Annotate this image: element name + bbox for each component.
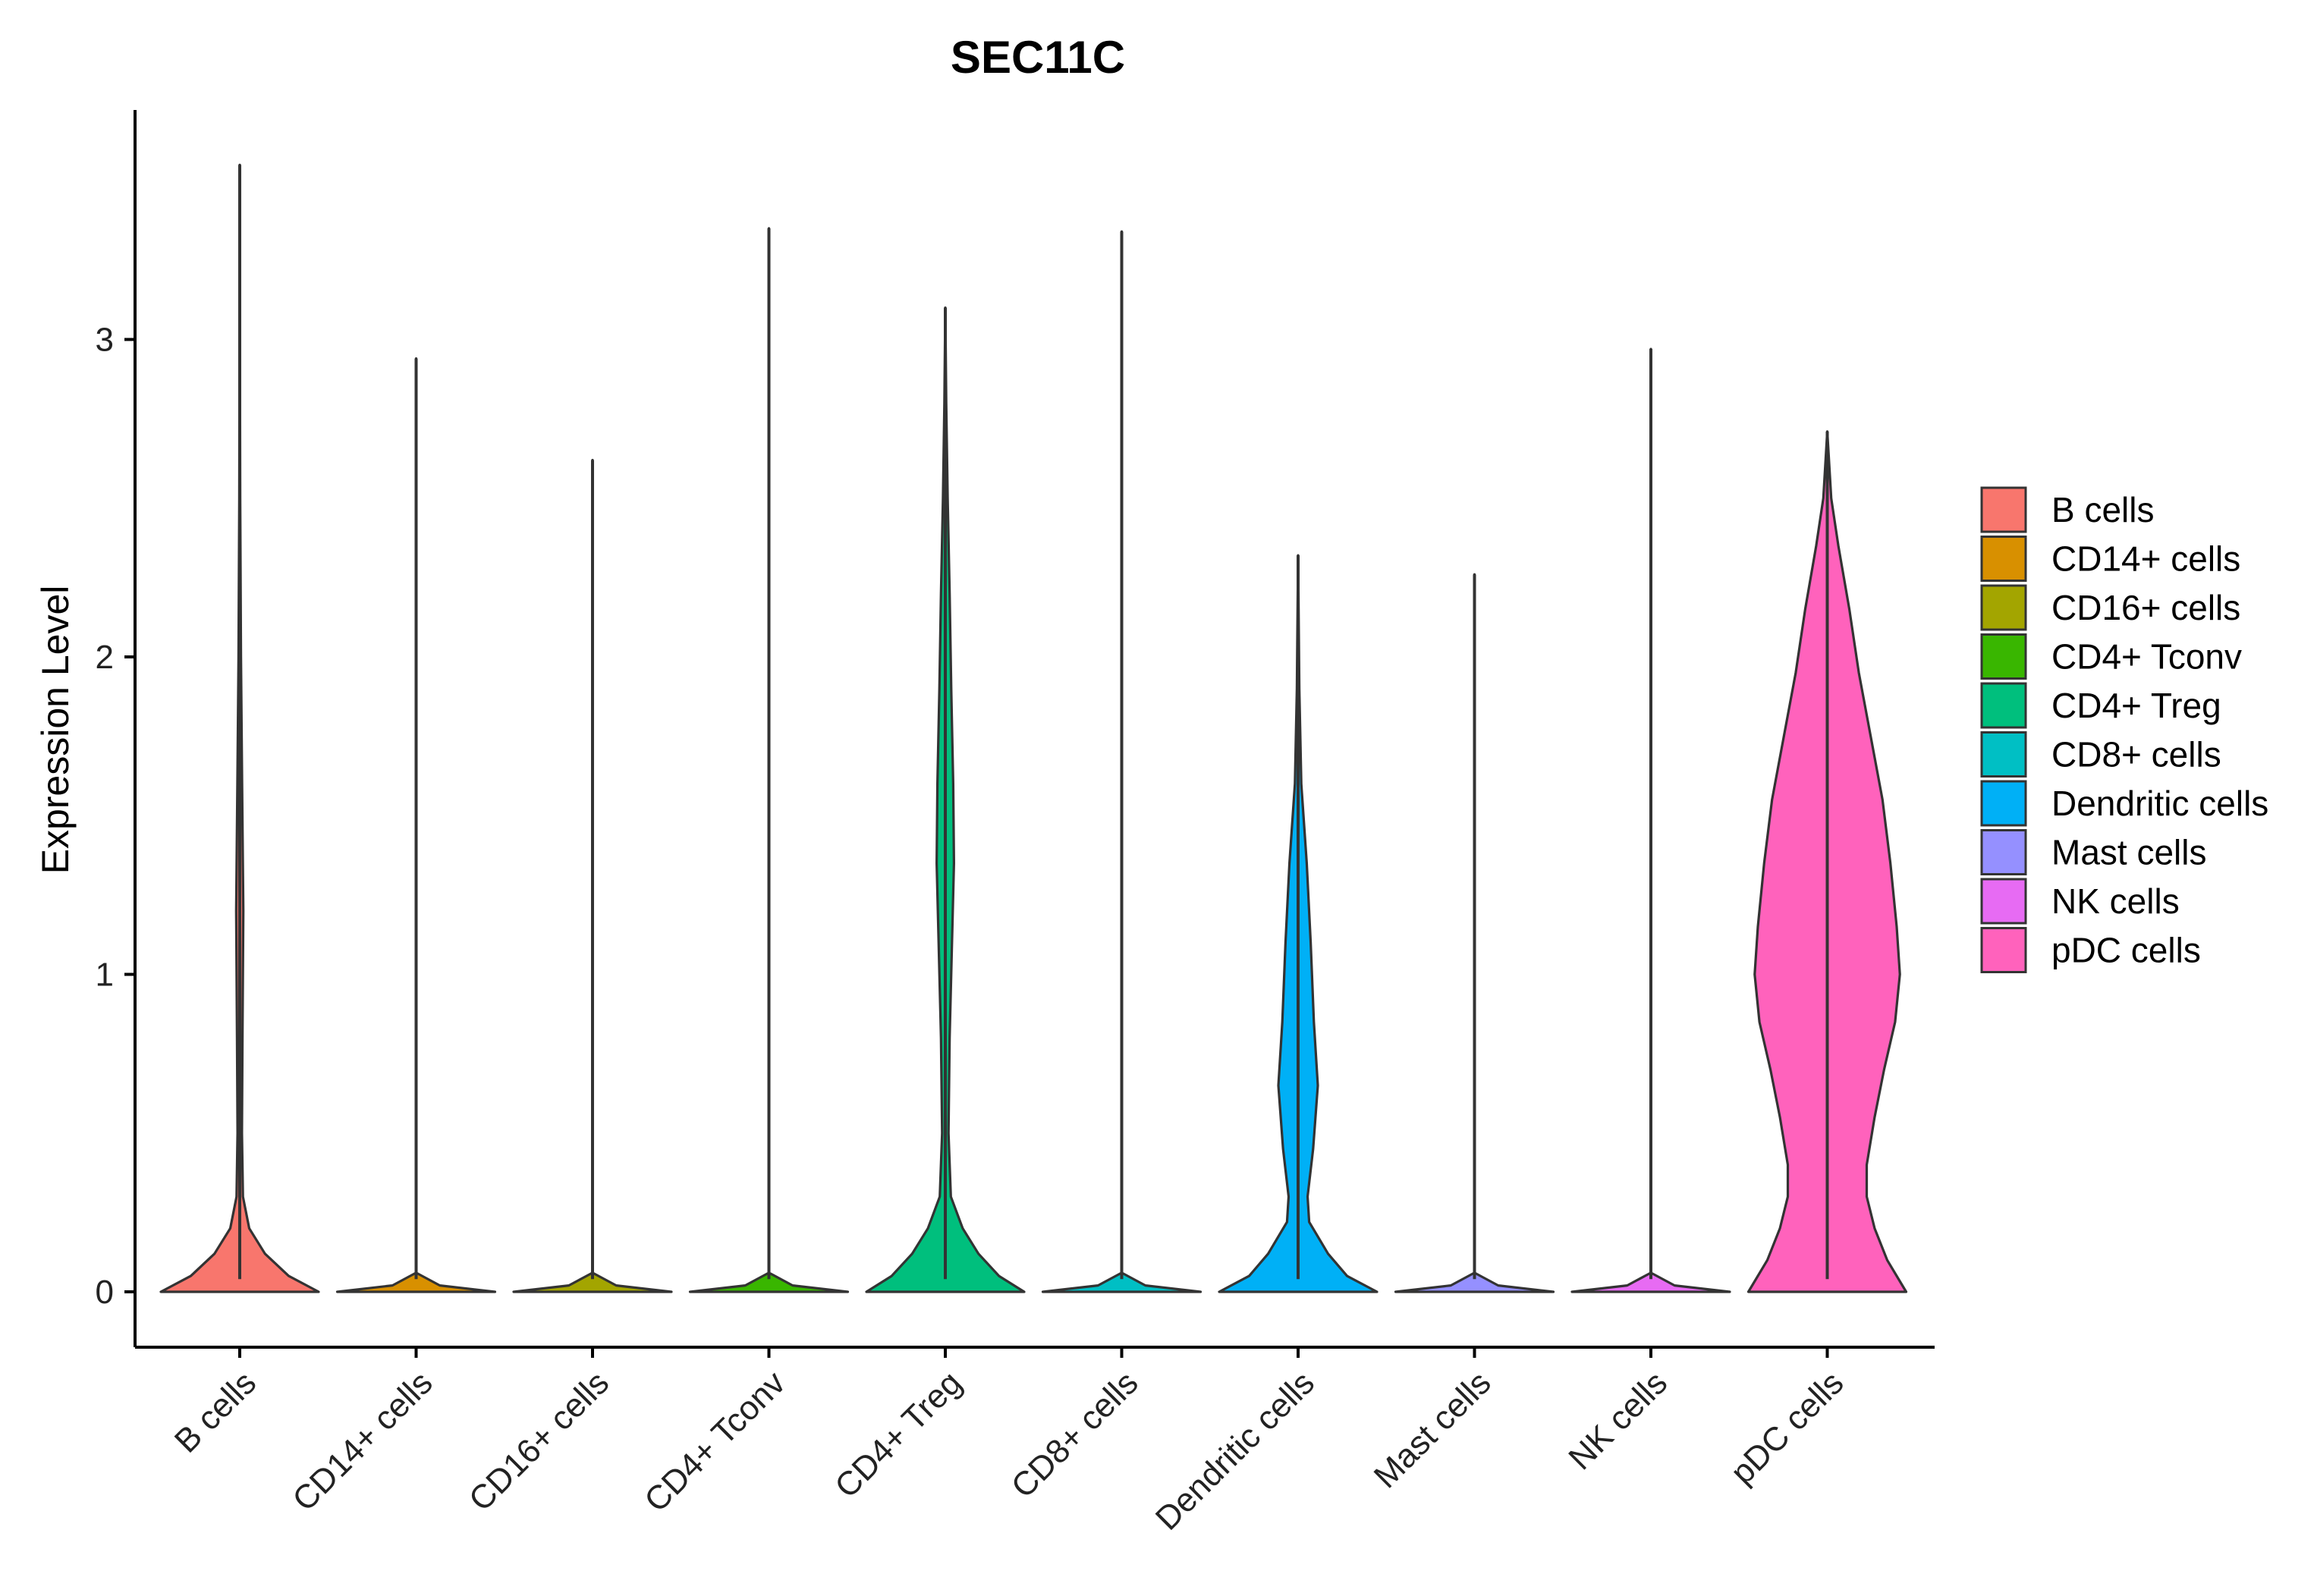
y-tick-label: 0 xyxy=(96,1274,114,1311)
x-tick-label-cd4plus-treg: CD4+ Treg xyxy=(828,1364,969,1505)
legend-label-cd16plus-cells: CD16+ cells xyxy=(2051,588,2240,627)
legend-label-nk-cells: NK cells xyxy=(2051,881,2180,921)
legend-label-b-cells: B cells xyxy=(2051,490,2154,529)
x-tick-label-cd14plus-cells: CD14+ cells xyxy=(285,1364,439,1518)
legend-swatch-pdc-cells xyxy=(1980,927,2027,973)
y-tick-label: 1 xyxy=(96,957,114,994)
legend-label-pdc-cells: pDC cells xyxy=(2051,931,2201,970)
legend-swatch-nk-cells xyxy=(1980,878,2027,925)
x-tick-label-b-cells: B cells xyxy=(168,1364,263,1459)
legend-label-cd14plus-cells: CD14+ cells xyxy=(2051,539,2240,579)
x-tick-label-pdc-cells: pDC cells xyxy=(1724,1364,1851,1491)
legend-swatch-cd4plus-tconv xyxy=(1980,633,2027,680)
axes: 0 1 2 3 B cells CD14+ cells CD16+ cells CD4+ Tc… xyxy=(96,110,1935,1538)
legend-swatch-dendritic-cells xyxy=(1980,780,2027,827)
x-tick-label-nk-cells: NK cells xyxy=(1561,1364,1674,1477)
x-tick-label-cd16plus-cells: CD16+ cells xyxy=(462,1364,616,1518)
legend-label-cd4plus-treg: CD4+ Treg xyxy=(2051,686,2221,725)
x-tick-label-cd8plus-cells: CD8+ cells xyxy=(1004,1364,1146,1505)
legend-label-mast-cells: Mast cells xyxy=(2051,833,2206,872)
violin-group xyxy=(159,163,1908,1293)
legend-label-dendritic-cells: Dendritic cells xyxy=(2051,784,2268,823)
legend-swatch-b-cells xyxy=(1980,486,2027,533)
legend-swatch-cd4plus-treg xyxy=(1980,682,2027,729)
legend-label-cd8plus-cells: CD8+ cells xyxy=(2051,735,2221,774)
chart-title: SEC11C xyxy=(951,32,1125,83)
legend-swatch-cd14plus-cells xyxy=(1980,536,2027,582)
legend: B cells CD14+ cells CD16+ cells CD4+ Tconv C… xyxy=(1980,486,2268,973)
legend-swatch-cd16plus-cells xyxy=(1980,584,2027,631)
legend-label-cd4plus-tconv: CD4+ Tconv xyxy=(2051,637,2242,677)
legend-swatch-cd8plus-cells xyxy=(1980,731,2027,778)
y-tick-label: 2 xyxy=(96,639,114,676)
x-tick-label-mast-cells: Mast cells xyxy=(1367,1364,1498,1495)
y-tick-label: 3 xyxy=(96,322,114,359)
y-axis-title: Expression Level xyxy=(34,586,77,875)
x-tick-label-dendritic-cells: Dendritic cells xyxy=(1149,1364,1322,1537)
x-tick-label-cd4plus-tconv: CD4+ Tconv xyxy=(637,1364,792,1519)
legend-swatch-mast-cells xyxy=(1980,829,2027,875)
